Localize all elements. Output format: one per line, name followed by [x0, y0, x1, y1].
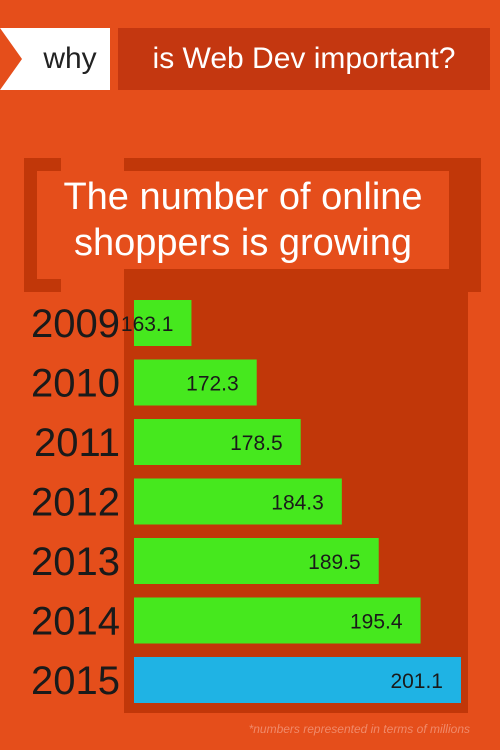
year-label-2010: 2010: [31, 362, 120, 406]
title-bracket-right: [432, 158, 481, 292]
title-box: [37, 171, 449, 269]
why-tag: why: [0, 28, 110, 90]
chart-title-line-1: The number of online: [63, 176, 423, 218]
value-label-2013: 189.5: [308, 551, 361, 574]
header-question: is Web Dev important?: [152, 42, 456, 75]
bar-2014: [134, 597, 421, 644]
chart-title-line-2: shoppers is growing: [74, 222, 412, 264]
value-label-2011: 178.5: [230, 432, 283, 455]
value-label-2010: 172.3: [186, 373, 239, 396]
bar-2015: [134, 657, 461, 703]
bar-2010: [134, 359, 257, 406]
value-label-2009: 163.1: [121, 313, 174, 336]
value-label-2012: 184.3: [271, 492, 324, 515]
why-tag-shape: [0, 28, 110, 90]
year-label-2015: 2015: [31, 659, 120, 703]
bar-2012: [134, 478, 342, 525]
why-text: why: [43, 42, 97, 75]
title-bracket-left: [24, 158, 61, 292]
year-label-2014: 2014: [31, 600, 120, 644]
year-label-2011: 2011: [34, 421, 120, 465]
value-label-2014: 195.4: [350, 611, 403, 634]
footnote: *numbers represented in terms of million…: [248, 722, 470, 736]
bar-2013: [134, 538, 379, 584]
value-label-2015: 201.1: [390, 670, 443, 693]
year-label-2012: 2012: [31, 481, 120, 525]
year-label-2013: 2013: [31, 540, 120, 584]
header-banner: is Web Dev important?: [118, 28, 490, 90]
bar-2009: [134, 300, 192, 346]
bar-2011: [134, 419, 301, 465]
year-label-2009: 2009: [31, 302, 120, 346]
